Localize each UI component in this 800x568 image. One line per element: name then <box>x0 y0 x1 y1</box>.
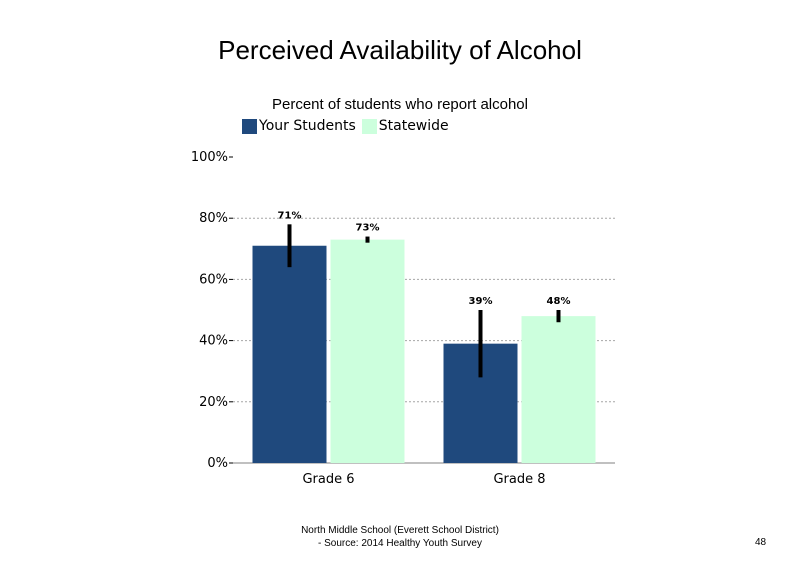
data-label: 48% <box>547 296 571 307</box>
chart-title: Perceived Availability of Alcohol <box>218 35 582 65</box>
footer-source: North Middle School (Everett School Dist… <box>220 524 580 550</box>
y-tick-label: 40% <box>199 334 228 349</box>
y-tick-label: 60% <box>199 272 228 287</box>
footer-source-line: - Source: 2014 Healthy Youth Survey <box>318 538 482 549</box>
y-tick-label: 0% <box>207 456 228 471</box>
legend-item-statewide: Statewide <box>361 118 449 134</box>
legend-swatch-your-students <box>242 118 257 134</box>
y-tick-label: 20% <box>199 395 228 410</box>
page-number: 48 <box>755 537 767 548</box>
x-tick-label: Grade 6 <box>302 472 354 487</box>
legend-label-statewide: Statewide <box>378 118 449 134</box>
legend-swatch-statewide <box>361 118 377 134</box>
x-tick-label: Grade 8 <box>493 472 545 487</box>
bar-statewide-grade-6 <box>330 239 405 463</box>
chart-subtitle: Percent of students who report alcohol <box>272 96 528 113</box>
bar-your-students-grade-6 <box>252 245 327 463</box>
footer-school: North Middle School (Everett School Dist… <box>301 525 499 536</box>
legend-item-your-students: Your Students <box>242 118 356 134</box>
y-tick-label: 100% <box>191 150 228 165</box>
y-tick-label: 80% <box>199 211 228 226</box>
data-label: 73% <box>356 223 380 234</box>
legend-label-your-students: Your Students <box>259 118 356 134</box>
data-label: 71% <box>278 210 302 221</box>
chart-legend: Your Students Statewide <box>242 118 455 134</box>
data-label: 39% <box>469 296 493 307</box>
bar-statewide-grade-8 <box>521 316 596 463</box>
